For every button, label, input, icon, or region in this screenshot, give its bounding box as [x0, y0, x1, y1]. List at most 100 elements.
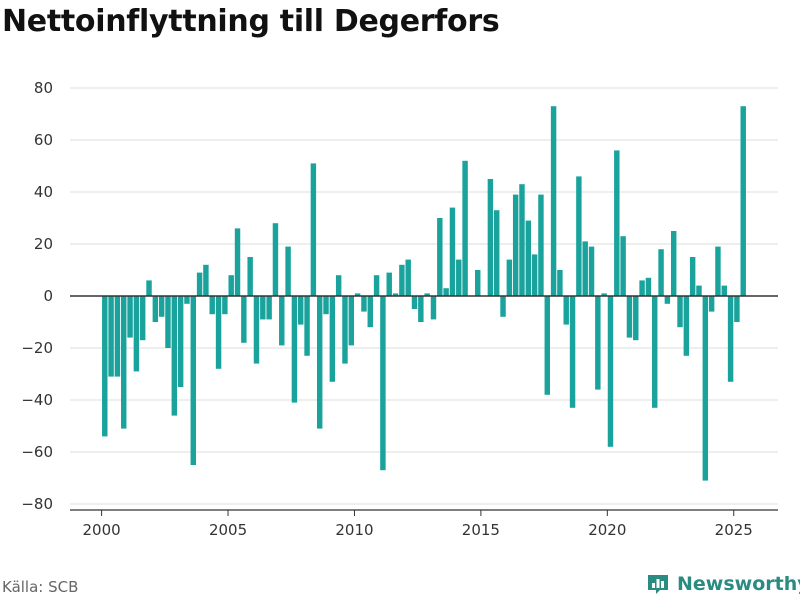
bar — [291, 296, 298, 403]
bar — [531, 254, 538, 296]
bar — [424, 293, 430, 296]
bar — [158, 296, 165, 317]
bar — [329, 296, 336, 382]
newsworthy-logo-icon — [648, 575, 668, 594]
bar — [500, 296, 506, 317]
bar — [538, 194, 544, 296]
x-tick-label: 2010 — [335, 521, 373, 539]
bar — [734, 296, 740, 322]
chart-title: Nettoinflyttning till Degerfors — [2, 4, 500, 39]
bar — [196, 272, 203, 296]
bar — [228, 275, 234, 296]
bar — [582, 241, 588, 296]
bar — [696, 285, 702, 296]
bar — [203, 264, 209, 296]
bar — [443, 288, 449, 296]
bar — [607, 296, 614, 447]
y-tick-label: 80 — [34, 79, 53, 97]
bar — [430, 296, 437, 320]
bar — [380, 296, 386, 471]
bar — [323, 296, 329, 315]
bar — [721, 285, 727, 296]
bar — [487, 179, 494, 296]
x-tick-label: 2000 — [83, 521, 121, 539]
bar — [304, 296, 310, 356]
bar — [614, 150, 620, 296]
bar — [519, 184, 525, 296]
bar — [525, 220, 532, 296]
y-tick-label: 60 — [34, 131, 53, 149]
bar — [260, 296, 266, 320]
bar — [475, 270, 481, 296]
bar — [171, 296, 178, 416]
bar — [557, 270, 563, 296]
bar — [279, 296, 285, 346]
bar — [335, 275, 342, 296]
newsworthy-logo[interactable]: Newsworthy — [645, 569, 800, 599]
bar — [108, 296, 114, 377]
bar — [740, 106, 746, 296]
bar — [544, 296, 550, 395]
bar — [266, 296, 272, 320]
bar — [133, 296, 140, 372]
bar — [152, 296, 159, 322]
bar — [247, 257, 253, 296]
bar — [506, 259, 513, 296]
bar — [253, 296, 260, 364]
bar — [512, 194, 519, 296]
bar — [689, 257, 696, 296]
bar — [601, 293, 607, 296]
bar — [177, 296, 184, 387]
bar — [405, 259, 411, 296]
bar — [190, 296, 196, 465]
bar — [354, 293, 361, 296]
bar — [683, 296, 690, 356]
bar — [222, 296, 228, 315]
bar — [121, 296, 127, 429]
bar — [633, 296, 639, 341]
y-tick-label: −20 — [21, 339, 53, 357]
bar — [386, 272, 392, 296]
bar — [114, 296, 121, 377]
y-tick-label: −60 — [21, 443, 53, 461]
bar — [392, 293, 399, 296]
source-label: Källa: SCB — [2, 578, 79, 596]
bar — [727, 296, 734, 382]
bar — [241, 296, 247, 343]
bar — [367, 296, 373, 328]
bar — [102, 296, 108, 437]
bar — [316, 296, 323, 429]
bar — [310, 163, 317, 296]
bar — [209, 296, 215, 315]
y-tick-label: −40 — [21, 391, 53, 409]
bar — [272, 223, 279, 296]
bar — [652, 296, 658, 408]
bar — [670, 231, 677, 296]
x-axis-ticks: 2000 2005 2010 2015 2020 2025 — [83, 510, 753, 539]
bar — [626, 296, 633, 338]
bar — [165, 296, 171, 348]
newsworthy-logo-text: Newsworthy — [677, 573, 800, 595]
x-tick-label: 2025 — [715, 521, 753, 539]
bar — [449, 207, 456, 296]
bar — [620, 236, 626, 296]
y-tick-label: 40 — [34, 183, 53, 201]
bar — [139, 296, 146, 341]
bar — [342, 296, 348, 364]
bar — [215, 296, 222, 369]
bar — [418, 296, 424, 322]
bar — [639, 280, 645, 296]
bar — [702, 296, 709, 481]
bar — [373, 275, 380, 296]
y-axis-tick-labels: 80 60 40 20 0 −20 −40 −60 −80 — [21, 79, 53, 513]
bar — [493, 210, 500, 296]
y-tick-label: −80 — [21, 495, 53, 513]
bar — [664, 296, 671, 304]
bar — [456, 259, 462, 296]
bar — [576, 176, 582, 296]
bar — [234, 228, 241, 296]
bar — [437, 218, 443, 296]
bar — [569, 296, 576, 408]
bar — [462, 160, 468, 296]
